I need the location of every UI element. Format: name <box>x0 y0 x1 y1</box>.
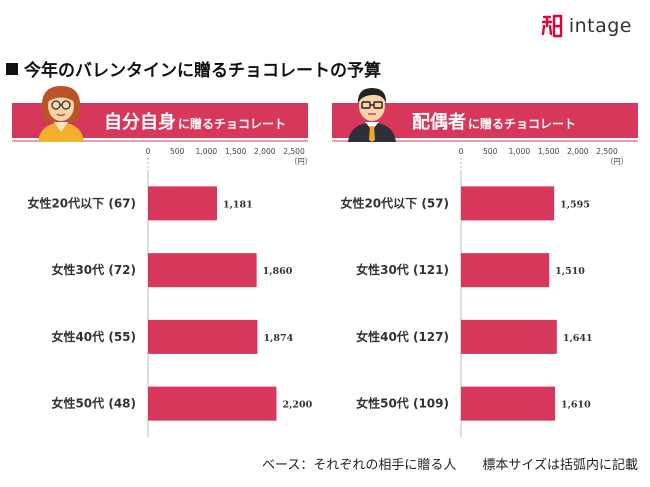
chart-self: 0 500 1,000 1,500 2,000 2,500（円） 1,181 女性20代以下 … <box>27 147 313 437</box>
chart-spouse: 0 500 1,000 1,500 2,000 2,500（円） 1,595 女性20代以下 … <box>340 147 629 437</box>
x-tick-label: 2,000 <box>254 147 276 156</box>
x-tick-label: 1,500 <box>225 147 247 156</box>
x-tick-label: 500 <box>483 147 498 156</box>
bar <box>148 319 258 354</box>
intage-logo-icon <box>541 14 563 38</box>
header-band-spouse: 配偶者 に贈るチョコレート <box>332 103 638 138</box>
header-spouse-main: 配偶者 <box>412 111 466 133</box>
bar <box>461 319 557 354</box>
unit-label: （円） <box>606 157 629 166</box>
bar <box>148 386 277 421</box>
category-label: 女性20代以下 (57) <box>340 195 449 210</box>
category-label: 女性50代 (48) <box>51 396 136 411</box>
band-shadow-left <box>12 140 308 142</box>
bar <box>148 186 217 221</box>
title-bullet-icon <box>6 62 18 75</box>
band-shadow-right <box>332 140 638 142</box>
data-label: 1,641 <box>563 333 593 344</box>
category-label: 女性50代 (109) <box>356 396 449 411</box>
x-tick-label: 2,000 <box>567 147 589 156</box>
category-label: 女性40代 (55) <box>51 329 136 344</box>
bar <box>461 186 555 221</box>
x-tick-label: 1,500 <box>538 147 560 156</box>
man-avatar-icon <box>348 88 396 142</box>
category-label: 女性40代 (127) <box>356 329 449 344</box>
page-title: 今年のバレンタインに贈るチョコレートの予算 <box>24 61 381 81</box>
category-label: 女性30代 (121) <box>356 262 449 277</box>
header-self-main: 自分自身 <box>104 111 176 133</box>
bar <box>461 386 556 421</box>
data-label: 1,510 <box>555 266 585 277</box>
data-label: 1,860 <box>263 266 293 277</box>
x-tick-label: 2,500 <box>596 147 618 156</box>
x-tick-label: 0 <box>146 147 151 156</box>
data-label: 2,200 <box>282 400 312 411</box>
x-tick-label: 2,500 <box>283 147 305 156</box>
bar <box>461 253 550 288</box>
header-self-sub: に贈るチョコレート <box>178 116 287 131</box>
footer-base: ベース：それぞれの相手に贈る人 <box>262 458 457 473</box>
x-tick-label: 0 <box>459 147 464 156</box>
logo-text: intage <box>568 15 632 37</box>
woman-avatar-icon <box>38 86 84 142</box>
x-tick-label: 500 <box>170 147 185 156</box>
unit-label: （円） <box>290 157 313 166</box>
header-spouse-sub: に贈るチョコレート <box>468 116 577 131</box>
footer-notes: ベース：それぞれの相手に贈る人 標本サイズは括弧内に記載 <box>262 454 638 473</box>
data-label: 1,181 <box>223 199 253 210</box>
category-label: 女性20代以下 (67) <box>27 195 136 210</box>
x-tick-label: 1,000 <box>196 147 218 156</box>
brand-logo: intage <box>541 12 632 40</box>
chart-panel-self: 0 500 1,000 1,500 2,000 2,500 （円） 1,181 女性20代以下 … <box>0 142 325 442</box>
data-label: 1,610 <box>561 400 591 411</box>
data-label: 1,874 <box>263 333 293 344</box>
footer-note: 標本サイズは括弧内に記載 <box>482 458 638 473</box>
page-title-row: 今年のバレンタインに贈るチョコレートの予算 <box>6 56 381 81</box>
x-tick-label: 1,000 <box>509 147 531 156</box>
data-label: 1,595 <box>560 199 590 210</box>
chart-panel-spouse: 0 500 1,000 1,500 2,000 2,500 （円） 1,595 女性20代以下 … <box>325 142 650 442</box>
bar <box>148 253 257 288</box>
category-label: 女性30代 (72) <box>51 262 136 277</box>
